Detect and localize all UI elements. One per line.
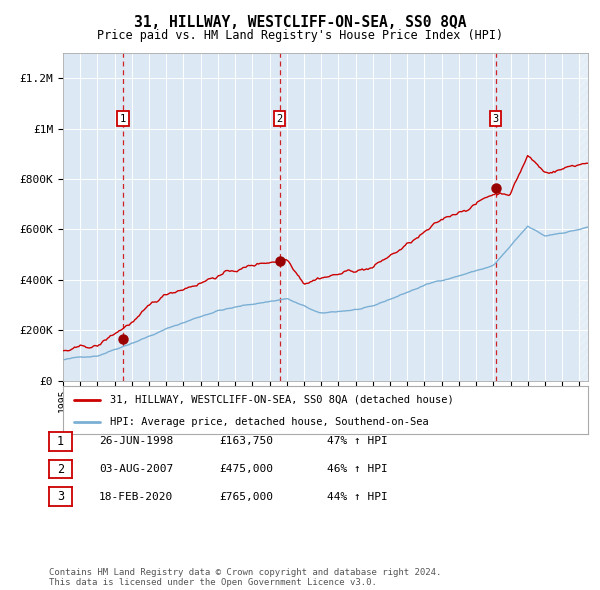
Text: 03-AUG-2007: 03-AUG-2007: [99, 464, 173, 474]
Text: 1: 1: [57, 435, 64, 448]
Text: 31, HILLWAY, WESTCLIFF-ON-SEA, SS0 8QA: 31, HILLWAY, WESTCLIFF-ON-SEA, SS0 8QA: [134, 15, 466, 30]
Text: £475,000: £475,000: [219, 464, 273, 474]
Text: 26-JUN-1998: 26-JUN-1998: [99, 437, 173, 446]
Text: 3: 3: [493, 114, 499, 123]
Text: 47% ↑ HPI: 47% ↑ HPI: [327, 437, 388, 446]
Text: HPI: Average price, detached house, Southend-on-Sea: HPI: Average price, detached house, Sout…: [110, 417, 429, 427]
Text: 2: 2: [57, 463, 64, 476]
Text: Contains HM Land Registry data © Crown copyright and database right 2024.
This d: Contains HM Land Registry data © Crown c…: [49, 568, 442, 587]
Text: 31, HILLWAY, WESTCLIFF-ON-SEA, SS0 8QA (detached house): 31, HILLWAY, WESTCLIFF-ON-SEA, SS0 8QA (…: [110, 395, 454, 405]
Bar: [580, 53, 588, 381]
Text: £765,000: £765,000: [219, 492, 273, 502]
Text: £163,750: £163,750: [219, 437, 273, 446]
Text: 46% ↑ HPI: 46% ↑ HPI: [327, 464, 388, 474]
Text: 3: 3: [57, 490, 64, 503]
Text: 18-FEB-2020: 18-FEB-2020: [99, 492, 173, 502]
Text: Price paid vs. HM Land Registry's House Price Index (HPI): Price paid vs. HM Land Registry's House …: [97, 30, 503, 42]
Text: 2: 2: [277, 114, 283, 123]
Text: 1: 1: [120, 114, 126, 123]
Text: 44% ↑ HPI: 44% ↑ HPI: [327, 492, 388, 502]
